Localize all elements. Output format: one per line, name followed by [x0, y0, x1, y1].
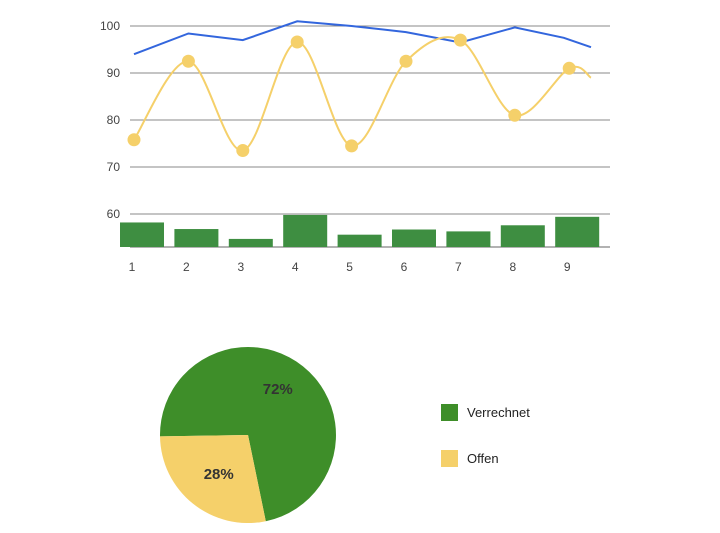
x-tick-label: 7: [455, 260, 462, 274]
pie-percent-label: 28%: [204, 466, 234, 483]
bar: [174, 229, 219, 247]
line-marker: [399, 54, 413, 68]
pie-slice-offen: [160, 435, 266, 524]
y-tick-label: 90: [107, 66, 121, 80]
legend-swatch-verrechnet: [441, 404, 458, 421]
line-marker: [562, 61, 576, 75]
bar: [120, 222, 164, 247]
pie-legend: Verrechnet Offen: [441, 404, 530, 467]
line-marker: [508, 108, 522, 122]
x-tick-label: 6: [401, 260, 408, 274]
line-marker: [236, 144, 250, 158]
x-tick-label: 9: [564, 260, 571, 274]
x-tick-label: 5: [346, 260, 353, 274]
legend-swatch-offen: [441, 450, 458, 467]
bar: [337, 234, 382, 247]
y-axis-ticks: 60 70 80 90 100: [100, 19, 120, 221]
bar: [500, 225, 545, 247]
pie-slice-verrechnet: [159, 347, 336, 522]
line-marker: [453, 33, 467, 47]
bar: [392, 229, 436, 247]
x-axis-ticks: 1 2 3 4 5 6 7 8 9: [129, 260, 571, 274]
bar: [283, 214, 328, 247]
y-tick-label: 60: [107, 207, 121, 221]
legend-label-verrechnet: Verrechnet: [467, 405, 530, 420]
line-marker: [127, 133, 141, 147]
pie-slices: [159, 347, 336, 524]
bar-series: [120, 214, 600, 247]
bar: [228, 238, 273, 247]
line-series-blue: [133, 20, 592, 56]
bar: [555, 216, 600, 247]
pie-percent-label: 72%: [263, 381, 293, 398]
line-marker: [181, 54, 195, 68]
y-tick-label: 70: [107, 160, 121, 174]
line-bar-chart: 60 70 80 90 100 1 2 3 4 5 6 7 8 9: [100, 19, 610, 274]
marker-series: [127, 33, 576, 158]
pie-labels: 72% 28%: [204, 381, 293, 483]
x-tick-label: 2: [183, 260, 190, 274]
y-tick-label: 80: [107, 113, 121, 127]
y-tick-label: 100: [100, 19, 120, 33]
x-tick-label: 8: [509, 260, 516, 274]
x-tick-label: 3: [237, 260, 244, 274]
line-marker: [290, 35, 304, 49]
bar: [446, 231, 491, 247]
x-tick-label: 4: [292, 260, 299, 274]
legend-label-offen: Offen: [467, 451, 499, 466]
x-tick-label: 1: [129, 260, 136, 274]
line-marker: [345, 139, 359, 153]
